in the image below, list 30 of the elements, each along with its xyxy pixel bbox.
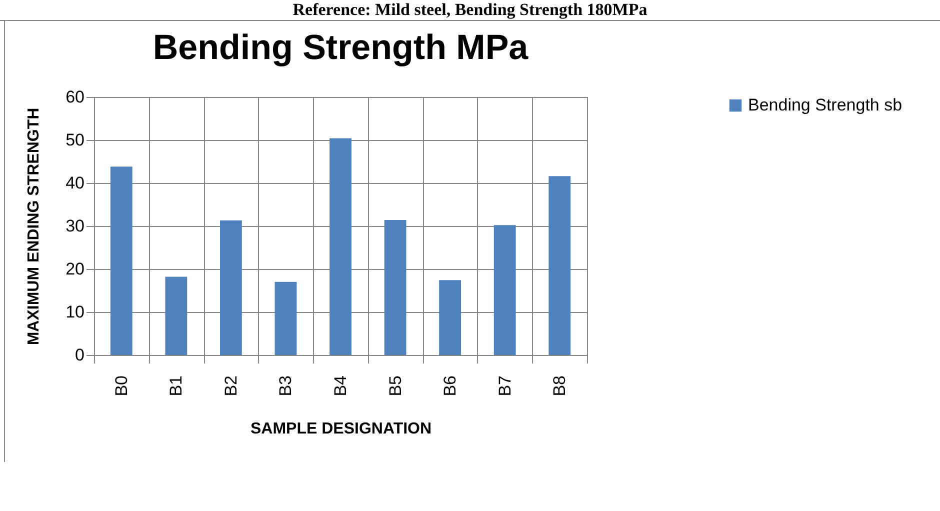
x-tick-label: B7	[495, 376, 514, 396]
x-tick-label: B8	[550, 376, 570, 396]
text: Reference: Mild steel, Bending Strength 180MPa	[0, 0, 940, 21]
legend-label: Bending Strength sb	[748, 96, 902, 114]
x-tick-label: B5	[386, 376, 405, 396]
bar	[494, 225, 516, 355]
chart-title: Bending Strength MPa	[152, 28, 529, 67]
y-tick-label: 0	[75, 346, 84, 364]
y-tick-label: 30	[66, 216, 84, 236]
y-axis-title: MAXIMUM ENDING STRENGTH	[26, 108, 43, 346]
x-tick-label: B0	[112, 376, 131, 396]
x-axis-title: SAMPLE DESIGNATION	[250, 420, 432, 438]
bar	[274, 282, 297, 355]
bar	[330, 138, 352, 355]
y-tick-label: 40	[66, 174, 84, 192]
x-tick-label: B4	[331, 376, 350, 396]
bar	[384, 220, 406, 355]
y-tick-label: 60	[66, 88, 84, 106]
bar	[439, 280, 462, 355]
x-tick-label: B2	[221, 376, 240, 396]
x-tick-label: B1	[166, 376, 186, 396]
bar	[110, 166, 132, 355]
bar	[165, 276, 188, 355]
x-tick-label: B6	[440, 376, 460, 396]
bar	[220, 220, 242, 355]
y-tick-label: 10	[66, 302, 84, 322]
y-tick-label: 20	[66, 260, 84, 278]
x-tick-label: B3	[276, 376, 296, 396]
bar	[548, 176, 571, 355]
y-tick-label: 50	[66, 130, 84, 150]
